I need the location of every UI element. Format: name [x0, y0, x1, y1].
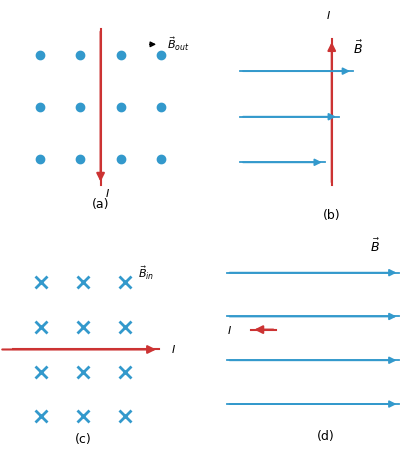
Text: $I$: $I$	[227, 324, 232, 336]
Text: (c): (c)	[75, 433, 92, 445]
Text: $I$: $I$	[171, 344, 176, 355]
Text: $\vec{B}_{in}$: $\vec{B}_{in}$	[138, 265, 154, 282]
Text: (b): (b)	[323, 208, 341, 222]
Text: $\vec{B}_{out}$: $\vec{B}_{out}$	[167, 35, 190, 53]
Text: $\vec{B}$: $\vec{B}$	[353, 40, 363, 57]
Text: $I$: $I$	[326, 9, 331, 21]
Text: $\vec{B}$: $\vec{B}$	[370, 238, 379, 255]
Text: (d): (d)	[316, 430, 334, 444]
Text: (a): (a)	[92, 197, 109, 211]
Text: $I$: $I$	[105, 187, 110, 199]
